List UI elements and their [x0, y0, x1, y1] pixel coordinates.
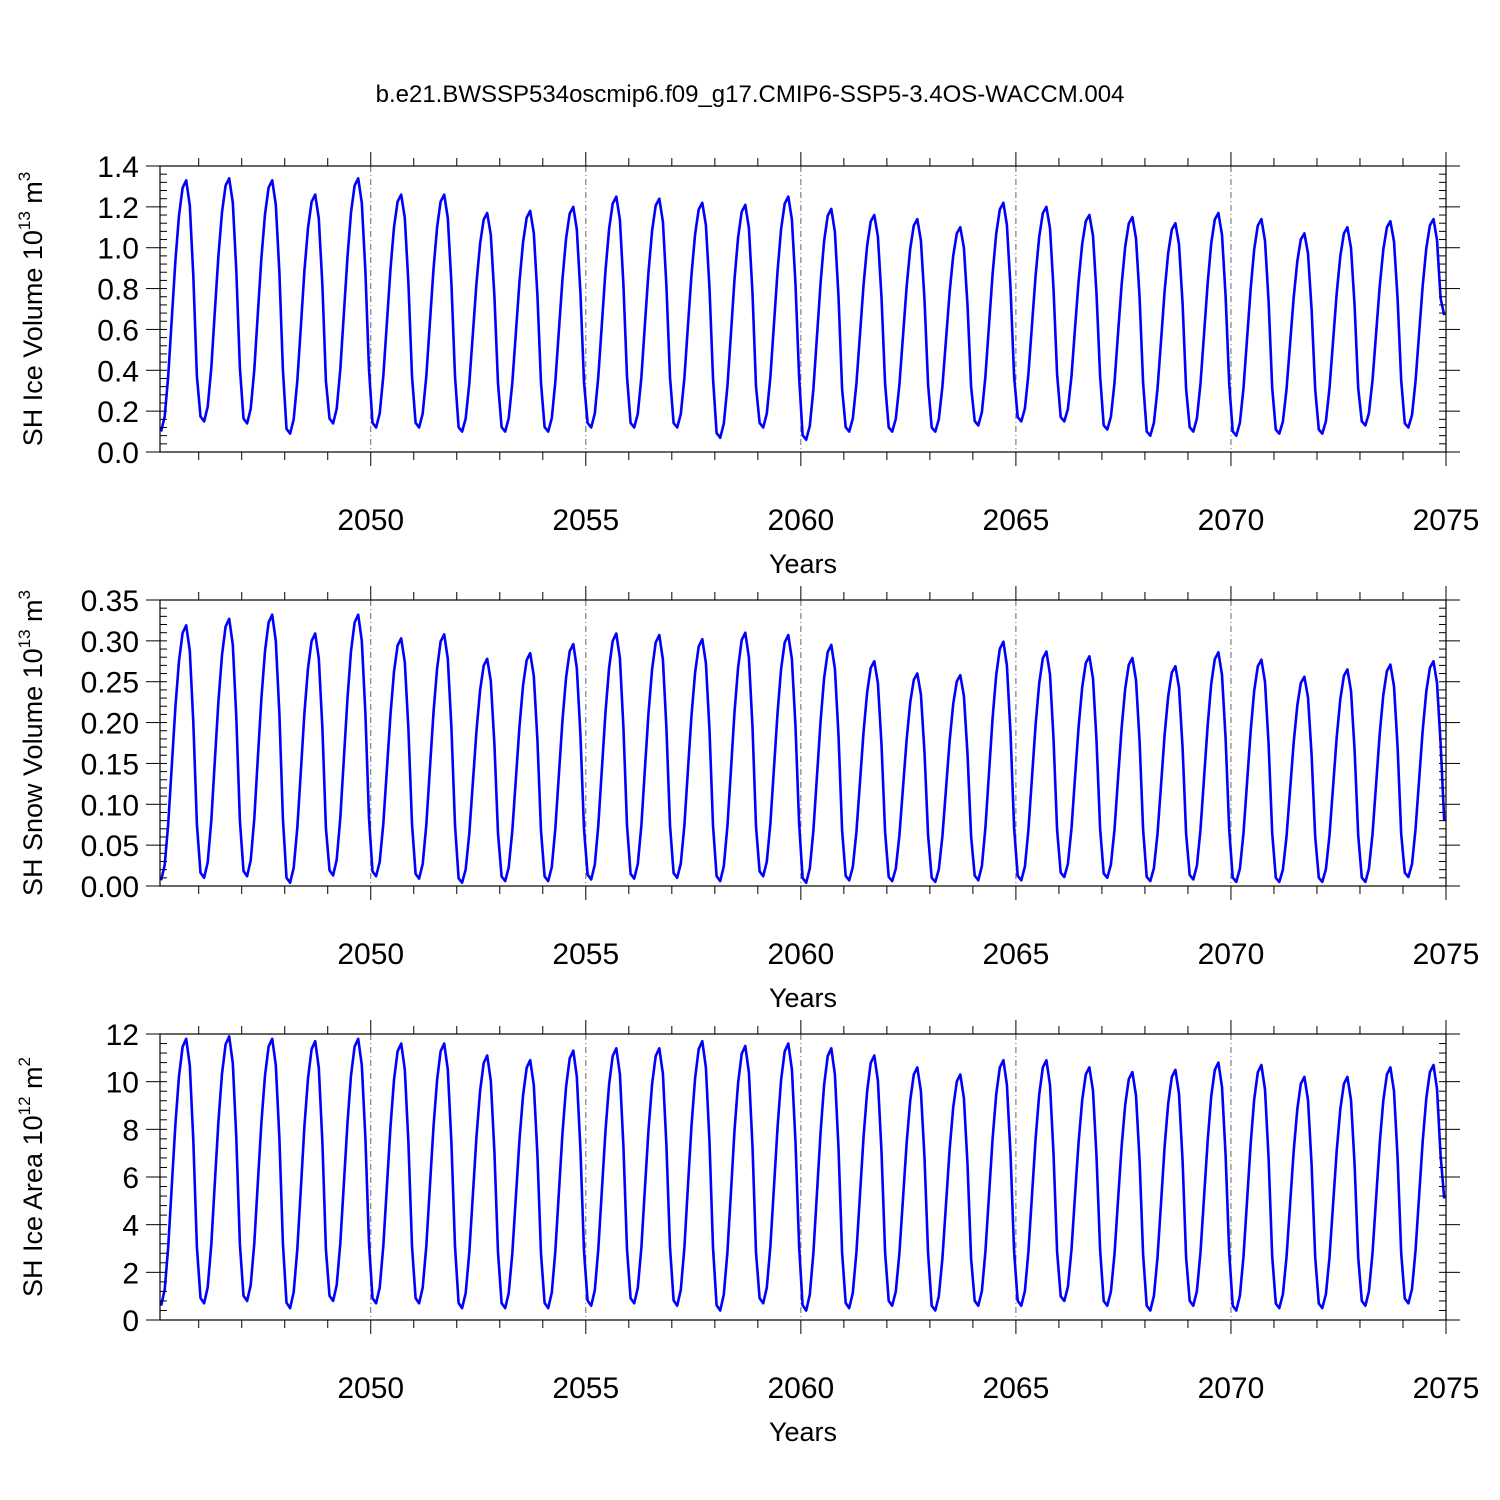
y-tick-label: 0.0 [97, 437, 139, 470]
y-tick-label: 0.05 [81, 830, 139, 863]
y-tick-label: 1.2 [97, 192, 139, 225]
y-tick-label: 0.25 [81, 667, 139, 700]
y-axis-title-unit: m [18, 599, 48, 629]
y-tick-label: 4 [122, 1210, 139, 1243]
y-axis-title-main: SH Snow Volume 10 [18, 648, 48, 896]
y-tick-label: 12 [106, 1019, 139, 1052]
panel-ice-volume: 0.0 0.2 0.4 0.6 0.8 1.0 1.2 1.4 2050 2055 2060 2065… [15, 151, 1479, 579]
plot-frame [159, 165, 1447, 453]
x-axis-title: Years [769, 983, 837, 1013]
x-tick-label: 2055 [552, 938, 619, 971]
y-tick-label: 0.6 [97, 314, 139, 347]
x-tick-label: 2070 [1198, 938, 1265, 971]
y-axis-title: SH Ice Volume 1013 m3 [15, 172, 48, 447]
y-tick-label: 1.0 [97, 233, 139, 266]
x-axis-title: Years [769, 1417, 837, 1447]
y-tick-label: 0 [122, 1305, 139, 1338]
y-axis-title-exponent: 13 [15, 211, 34, 230]
x-tick-label: 2065 [983, 504, 1050, 537]
y-axis-title-unit-exponent: 3 [15, 590, 34, 599]
y-tick-label: 0.2 [97, 396, 139, 429]
series-line-ice-volume [159, 177, 1446, 441]
y-axis-title: SH Ice Area 1012 m2 [15, 1057, 48, 1297]
y-tick-label: 0.10 [81, 789, 139, 822]
y-axis-title-exponent: 13 [15, 629, 34, 648]
y-axis-title-main: SH Ice Volume 10 [18, 230, 48, 446]
y-tick-label: 0.20 [81, 708, 139, 741]
x-tick-label: 2065 [983, 1372, 1050, 1405]
y-tick-label: 0.15 [81, 748, 139, 781]
x-tick-label: 2065 [983, 938, 1050, 971]
y-tick-label: 0.35 [81, 585, 139, 618]
panel-ice-area: 0 2 4 6 8 10 12 2050 2055 2060 2065 2070 2075 Years SH… [15, 1019, 1479, 1447]
series-line-ice-area [159, 1035, 1446, 1312]
y-tick-label: 8 [122, 1114, 139, 1147]
y-tick-label: 1.4 [97, 151, 139, 184]
x-tick-label: 2075 [1413, 938, 1480, 971]
y-axis-title-unit-exponent: 2 [15, 1057, 34, 1066]
plot-frame [159, 599, 1447, 887]
y-tick-label: 6 [122, 1162, 139, 1195]
y-tick-label: 0.30 [81, 626, 139, 659]
x-tick-label: 2055 [552, 1372, 619, 1405]
x-tick-label: 2070 [1198, 1372, 1265, 1405]
figure-title: b.e21.BWSSP534oscmip6.f09_g17.CMIP6-SSP5… [376, 81, 1125, 108]
plot-frame [159, 1033, 1447, 1321]
x-tick-label: 2060 [767, 1372, 834, 1405]
y-axis-title-unit: m [18, 181, 48, 211]
y-axis-title-exponent: 12 [15, 1096, 34, 1115]
x-tick-label: 2070 [1198, 504, 1265, 537]
x-tick-label: 2075 [1413, 1372, 1480, 1405]
y-axis-title-main: SH Ice Area 10 [18, 1115, 48, 1297]
y-tick-label: 10 [106, 1067, 139, 1100]
y-tick-label: 2 [122, 1257, 139, 1290]
x-tick-label: 2060 [767, 938, 834, 971]
y-axis-title: SH Snow Volume 1013 m3 [15, 590, 48, 896]
y-axis-title-unit-exponent: 3 [15, 172, 34, 181]
y-tick-label: 0.4 [97, 355, 139, 388]
panel-snow-volume: 0.00 0.05 0.10 0.15 0.20 0.25 0.30 0.35 2050 2055… [15, 585, 1479, 1013]
y-axis-title-unit: m [18, 1066, 48, 1096]
x-tick-label: 2050 [337, 504, 404, 537]
x-tick-label: 2050 [337, 1372, 404, 1405]
panels: 0.0 0.2 0.4 0.6 0.8 1.0 1.2 1.4 2050 2055 2060 2065… [15, 151, 1479, 1447]
series-line-snow-volume [159, 613, 1446, 884]
x-tick-label: 2055 [552, 504, 619, 537]
x-tick-label: 2050 [337, 938, 404, 971]
y-tick-label: 0.00 [81, 871, 139, 904]
x-axis-title: Years [769, 549, 837, 579]
x-tick-label: 2060 [767, 504, 834, 537]
y-tick-label: 0.8 [97, 274, 139, 307]
x-tick-label: 2075 [1413, 504, 1480, 537]
